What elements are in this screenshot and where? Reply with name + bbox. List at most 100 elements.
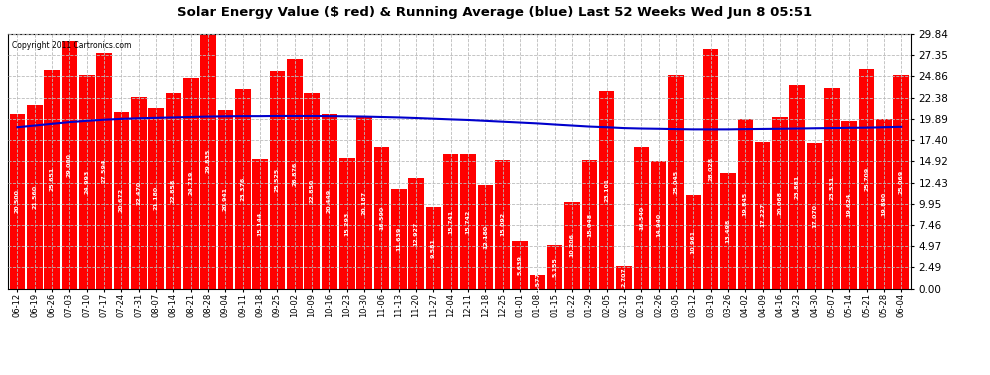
Bar <box>858 69 874 289</box>
Bar <box>807 143 823 289</box>
Text: 21.180: 21.180 <box>153 186 158 210</box>
Bar <box>10 114 26 289</box>
Bar <box>356 116 372 289</box>
Bar <box>252 159 268 289</box>
Text: 27.594: 27.594 <box>102 159 107 183</box>
Text: 5.639: 5.639 <box>518 255 523 274</box>
Bar <box>824 88 840 289</box>
Text: 28.028: 28.028 <box>708 157 713 181</box>
Text: 23.376: 23.376 <box>241 177 246 201</box>
Bar <box>269 70 285 289</box>
Text: 21.560: 21.560 <box>33 184 38 209</box>
Bar <box>148 108 164 289</box>
Text: 19.845: 19.845 <box>742 192 747 216</box>
Text: 20.068: 20.068 <box>777 191 782 215</box>
Text: 10.961: 10.961 <box>691 230 696 254</box>
Text: 15.092: 15.092 <box>500 212 505 236</box>
Bar <box>772 117 788 289</box>
Text: 11.639: 11.639 <box>396 227 401 251</box>
Text: 14.940: 14.940 <box>656 213 661 237</box>
Text: 25.069: 25.069 <box>899 170 904 194</box>
Bar <box>460 154 476 289</box>
Bar <box>754 141 770 289</box>
Bar <box>530 275 545 289</box>
Bar <box>616 266 632 289</box>
Text: 20.941: 20.941 <box>223 187 228 211</box>
Text: 13.498: 13.498 <box>726 219 731 243</box>
Text: 15.742: 15.742 <box>465 209 470 234</box>
Bar <box>27 105 43 289</box>
Bar <box>304 93 320 289</box>
Text: 1.577: 1.577 <box>535 272 540 292</box>
Text: 20.672: 20.672 <box>119 188 124 213</box>
Bar <box>634 147 649 289</box>
Bar <box>876 119 892 289</box>
Text: 12.927: 12.927 <box>414 221 419 246</box>
Text: 25.525: 25.525 <box>275 168 280 192</box>
Bar <box>165 93 181 289</box>
Text: 16.590: 16.590 <box>379 206 384 230</box>
Text: 16.540: 16.540 <box>639 206 644 230</box>
Text: 25.709: 25.709 <box>864 167 869 191</box>
Bar <box>564 201 580 289</box>
Text: 10.206: 10.206 <box>569 233 574 257</box>
Bar <box>322 114 338 289</box>
Bar <box>842 121 857 289</box>
Bar <box>720 173 736 289</box>
Text: 15.144: 15.144 <box>257 212 262 236</box>
Text: 20.500: 20.500 <box>15 189 20 213</box>
Bar <box>893 75 909 289</box>
Bar <box>287 59 303 289</box>
Text: 29.835: 29.835 <box>206 149 211 173</box>
Text: 22.470: 22.470 <box>137 181 142 205</box>
Text: 12.180: 12.180 <box>483 225 488 249</box>
Text: 2.707: 2.707 <box>622 267 627 287</box>
Text: 19.890: 19.890 <box>881 192 886 216</box>
Bar <box>738 119 753 289</box>
Text: 24.719: 24.719 <box>188 171 193 195</box>
Text: 20.187: 20.187 <box>361 190 366 214</box>
Bar <box>339 158 354 289</box>
Bar <box>668 75 684 289</box>
Bar <box>79 75 95 289</box>
Text: 5.155: 5.155 <box>552 257 557 277</box>
Bar <box>373 147 389 289</box>
Bar <box>426 207 442 289</box>
Bar <box>512 240 528 289</box>
Bar <box>96 53 112 289</box>
Text: 9.581: 9.581 <box>431 238 436 258</box>
Text: 15.048: 15.048 <box>587 212 592 237</box>
Bar <box>703 49 719 289</box>
Text: 23.531: 23.531 <box>830 176 835 200</box>
Bar <box>408 178 424 289</box>
Text: 23.881: 23.881 <box>795 175 800 199</box>
Text: 29.000: 29.000 <box>67 153 72 177</box>
Text: 26.876: 26.876 <box>292 162 297 186</box>
Text: 24.993: 24.993 <box>84 170 89 194</box>
Bar <box>581 160 597 289</box>
Bar <box>650 161 666 289</box>
Bar <box>183 78 199 289</box>
Bar <box>235 89 250 289</box>
Text: 22.858: 22.858 <box>171 179 176 203</box>
Bar <box>789 85 805 289</box>
Text: 25.045: 25.045 <box>673 170 678 194</box>
Bar <box>443 154 458 289</box>
Bar <box>218 110 234 289</box>
Text: 17.227: 17.227 <box>760 203 765 227</box>
Text: 19.624: 19.624 <box>846 193 851 217</box>
Bar <box>685 195 701 289</box>
Text: Copyright 2011 Cartronics.com: Copyright 2011 Cartronics.com <box>13 41 132 50</box>
Text: 17.070: 17.070 <box>812 204 817 228</box>
Bar <box>114 112 130 289</box>
Bar <box>495 160 511 289</box>
Bar <box>546 245 562 289</box>
Bar <box>599 92 615 289</box>
Bar <box>61 41 77 289</box>
Text: 22.850: 22.850 <box>310 179 315 203</box>
Bar <box>131 97 147 289</box>
Text: 23.101: 23.101 <box>604 178 609 202</box>
Bar <box>45 69 60 289</box>
Bar <box>477 184 493 289</box>
Bar <box>200 34 216 289</box>
